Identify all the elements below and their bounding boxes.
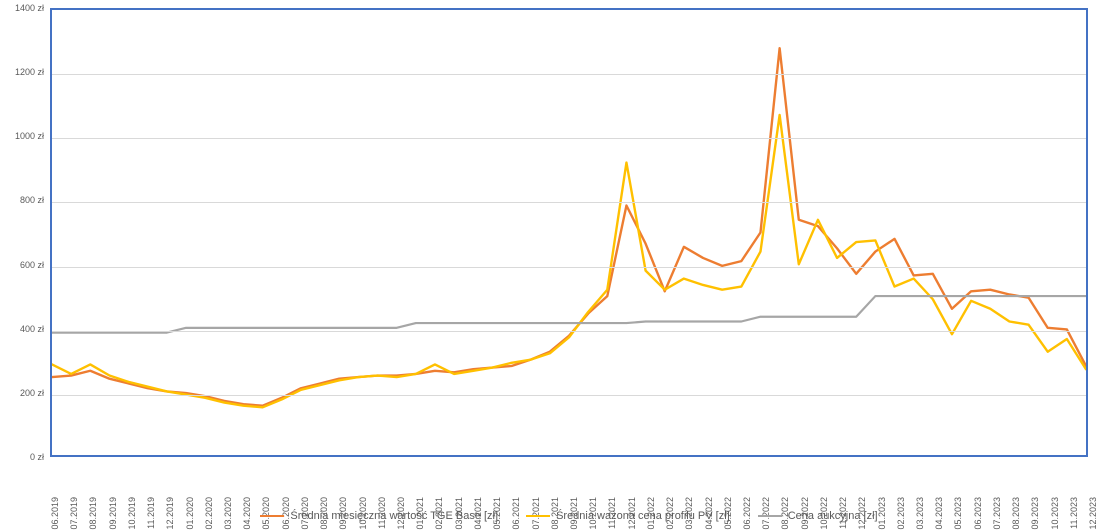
y-tick-label: 1200 zł — [15, 67, 44, 77]
y-tick-label: 0 zł — [30, 452, 44, 462]
legend-swatch — [758, 515, 782, 517]
legend-item-pv_profile: Średnia ważona cena profilu PV [zł] — [526, 510, 730, 522]
gridline — [52, 395, 1086, 396]
legend-item-auction: Cena aukcyjna [zł] — [758, 510, 878, 522]
y-tick-label: 400 zł — [20, 324, 44, 334]
legend-label: Cena aukcyjna [zł] — [788, 510, 878, 522]
legend-label: Średnia miesięczna wartość TGE Base [zł] — [290, 510, 498, 522]
y-tick-label: 1000 zł — [15, 131, 44, 141]
gridline — [52, 267, 1086, 268]
plot-area — [50, 8, 1088, 457]
gridline — [52, 331, 1086, 332]
x-axis: 06.201907.201908.201909.201910.201911.20… — [50, 457, 1088, 507]
legend-label: Średnia ważona cena profilu PV [zł] — [556, 510, 730, 522]
y-tick-label: 800 zł — [20, 195, 44, 205]
chart-container: 0 zł 200 zł 400 zł 600 zł 800 zł 1000 zł 1200 … — [0, 0, 1100, 525]
chart-lines-svg — [52, 10, 1086, 455]
legend: Średnia miesięczna wartość TGE Base [zł]… — [50, 507, 1088, 525]
legend-swatch — [526, 515, 550, 517]
y-tick-label: 600 zł — [20, 260, 44, 270]
y-tick-label: 200 zł — [20, 388, 44, 398]
legend-item-tge_base: Średnia miesięczna wartość TGE Base [zł] — [260, 510, 498, 522]
gridline — [52, 202, 1086, 203]
y-tick-label: 1400 zł — [15, 3, 44, 13]
gridline — [52, 138, 1086, 139]
series-tge_base — [52, 48, 1086, 406]
gridline — [52, 74, 1086, 75]
series-pv_profile — [52, 115, 1086, 407]
series-auction — [52, 296, 1086, 333]
legend-swatch — [260, 515, 284, 517]
y-axis: 0 zł200 zł400 zł600 zł800 zł1000 zł1200 … — [0, 8, 48, 457]
